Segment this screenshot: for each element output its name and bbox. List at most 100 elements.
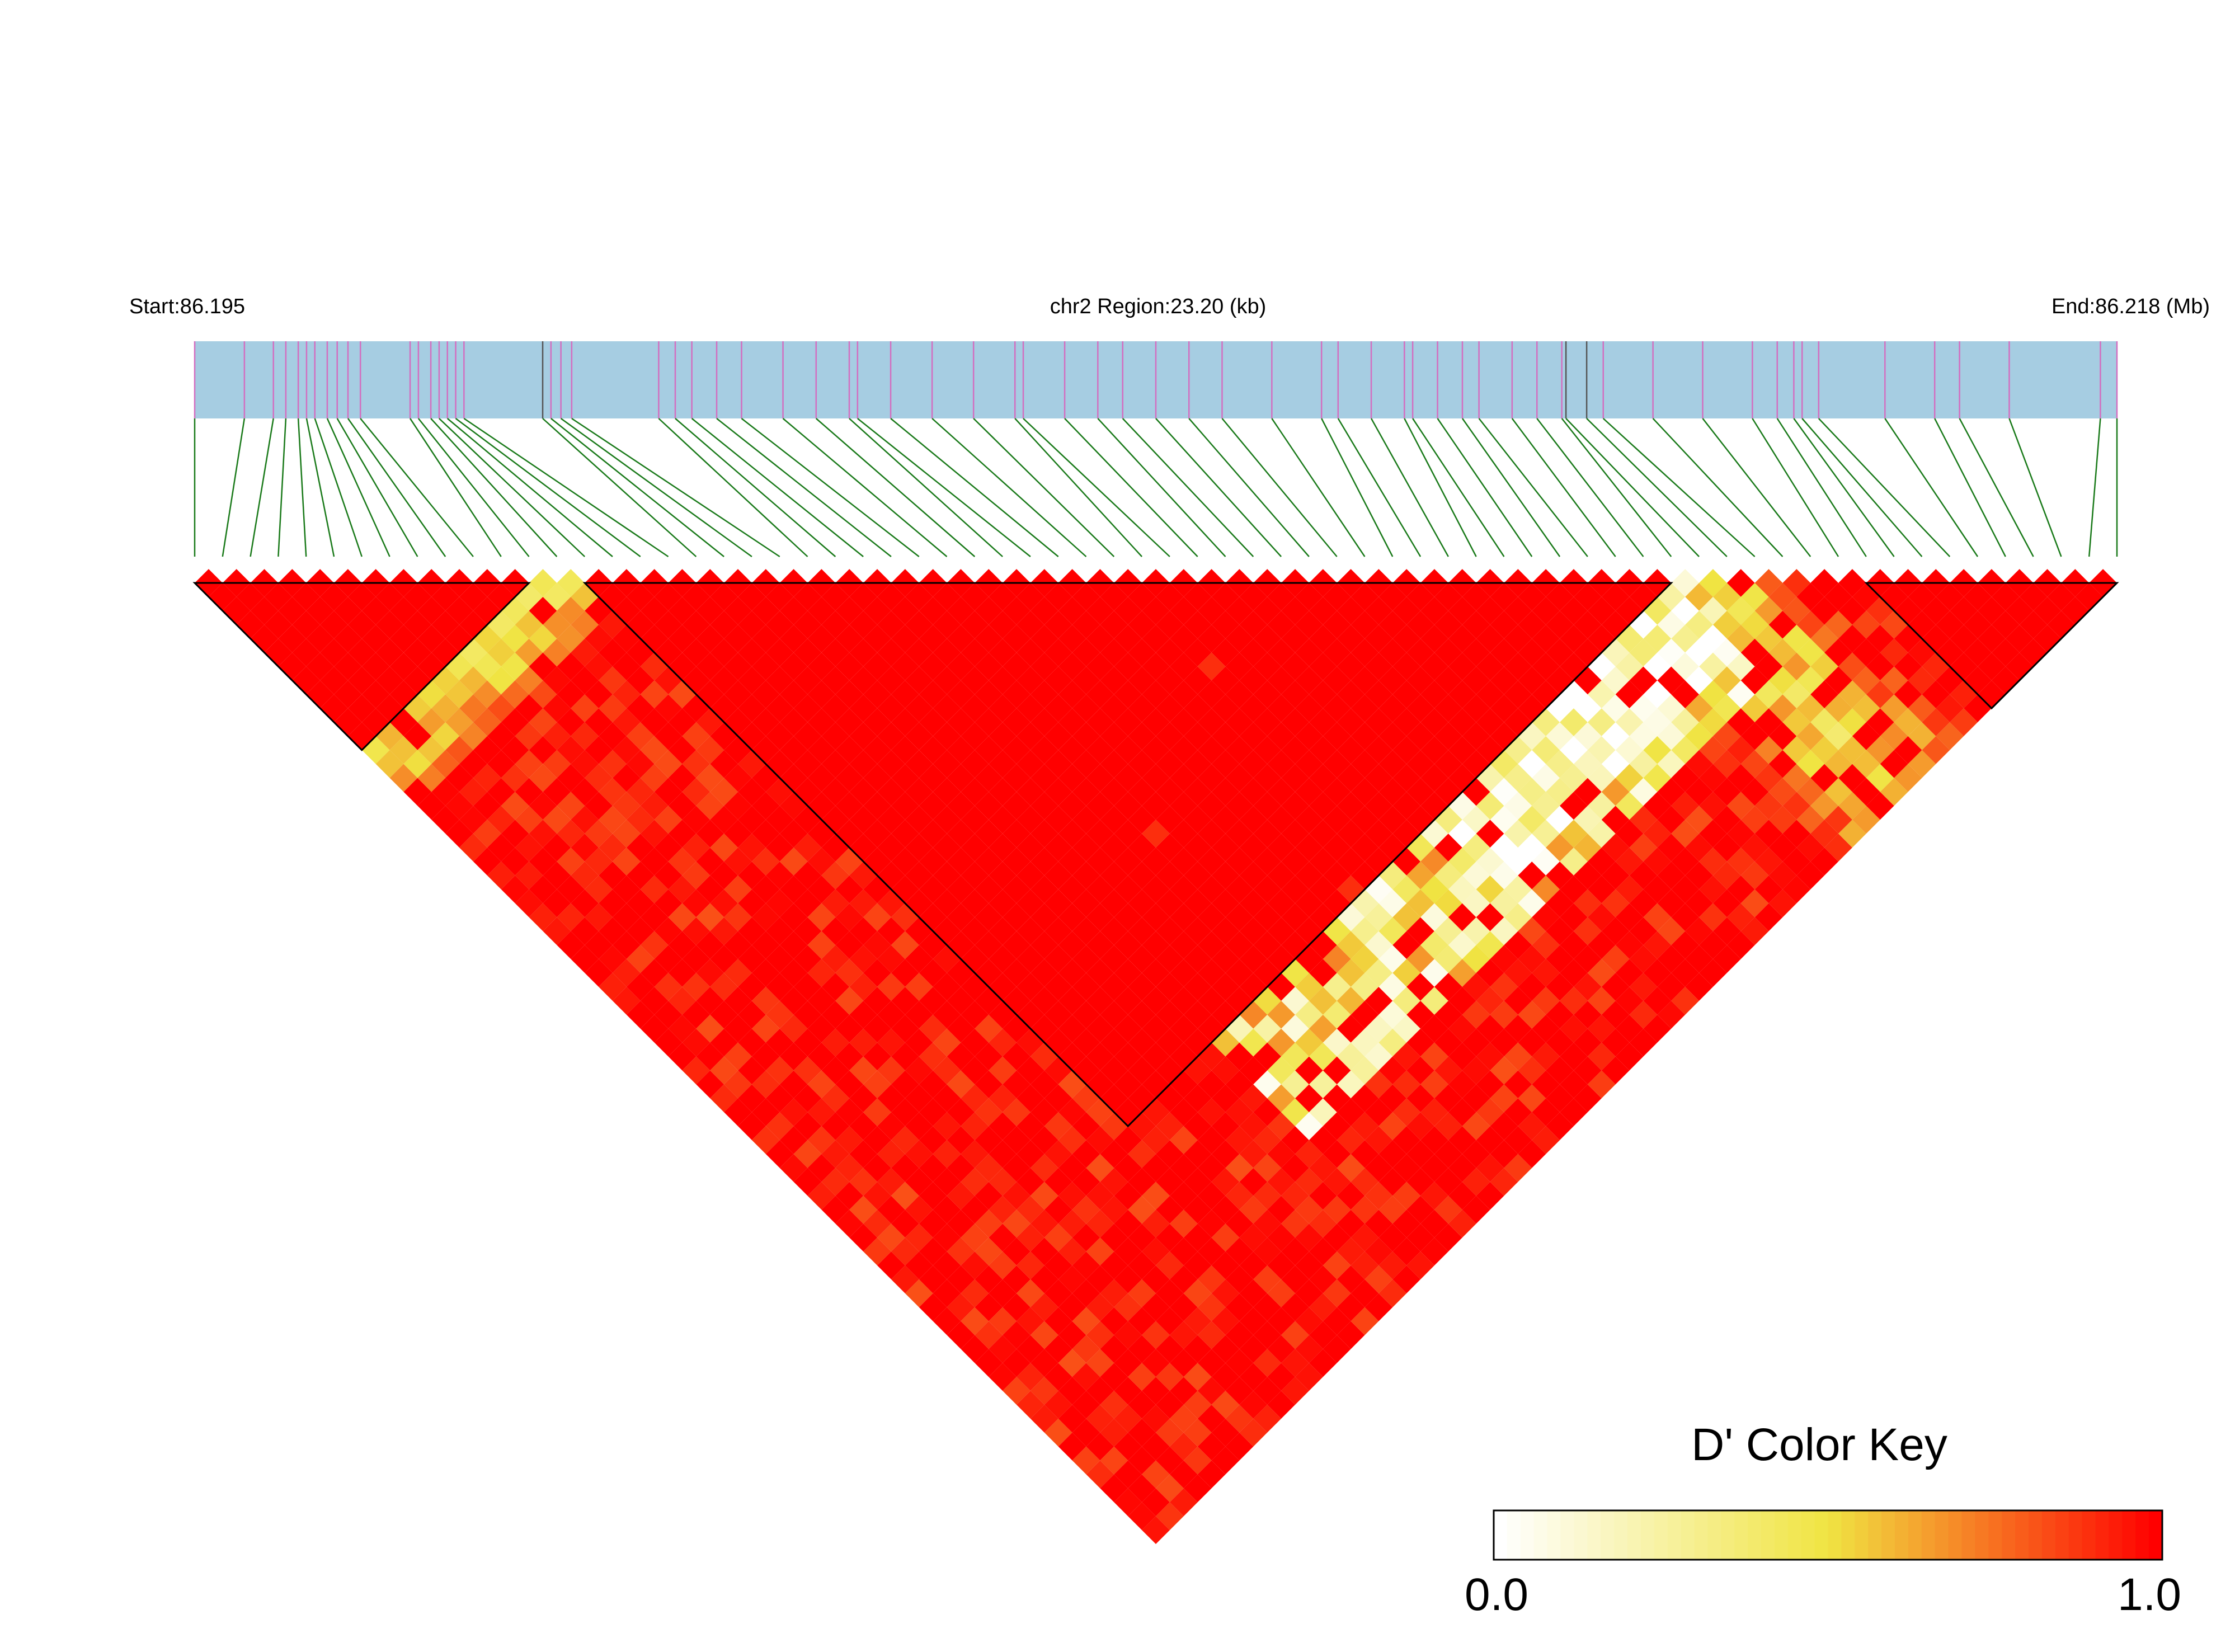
ld-cell (1810, 848, 1839, 876)
ld-cell (961, 778, 989, 806)
ld-cell (1267, 1112, 1295, 1140)
ld-cell (1392, 764, 1421, 792)
color-key-segment (2029, 1510, 2043, 1560)
ld-cell (905, 694, 933, 722)
ld-cell (1128, 1418, 1156, 1447)
ld-cell (1364, 1154, 1393, 1182)
ld-cell (1699, 875, 1727, 903)
ld-cell (1337, 1209, 1365, 1238)
ld-cell (1573, 694, 1602, 722)
ld-cell (1699, 708, 1727, 736)
ld-cell (849, 750, 878, 778)
ld-cell (1462, 973, 1490, 1001)
ld-cell (1420, 764, 1448, 792)
ld-cell (1169, 624, 1198, 653)
ld-cell (975, 820, 1003, 848)
ld-cell (1211, 694, 1240, 722)
ld-cell (821, 1028, 850, 1057)
ld-cell (1086, 1321, 1114, 1349)
ld-cell (1629, 973, 1658, 1001)
ld-cell (1100, 861, 1128, 889)
ld-cell (1086, 1377, 1114, 1405)
ld-cell (1267, 834, 1295, 862)
ld-cell (751, 596, 780, 625)
ld-cell (1267, 1000, 1295, 1029)
ld-cell (891, 652, 919, 681)
ld-cell (1782, 596, 1811, 625)
ld-cell (1267, 610, 1295, 639)
ld-cell (1824, 722, 1852, 750)
ld-cell (1434, 1000, 1462, 1029)
ld-cell (1685, 834, 1713, 862)
ld-cell (1518, 806, 1546, 834)
ld-cell (1643, 736, 1672, 764)
ld-cell (1281, 736, 1309, 764)
ld-cell (1671, 569, 1700, 597)
ld-cell (1086, 1432, 1114, 1461)
ld-cell (1504, 959, 1532, 987)
ld-cell (1183, 861, 1212, 889)
ld-cell (1448, 624, 1476, 653)
ld-cell (1169, 903, 1198, 931)
ld-cell (947, 708, 975, 736)
ld-cell (1003, 1182, 1031, 1210)
ld-cell (1295, 722, 1323, 750)
ld-cell (599, 834, 627, 862)
ld-cell (682, 861, 711, 889)
ld-cell (1392, 987, 1421, 1015)
ld-cell (1504, 652, 1532, 681)
ld-cell (2019, 638, 2048, 667)
ld-cell (821, 610, 850, 639)
ld-cell (1225, 624, 1254, 653)
ld-cell (236, 583, 265, 611)
ld-cell (585, 708, 613, 736)
ld-cell (1030, 764, 1058, 792)
ld-cell (1323, 583, 1351, 611)
ld-cell (1364, 848, 1393, 876)
ld-cell (1629, 917, 1658, 945)
color-key-segment (1814, 1510, 1829, 1560)
ld-cell (724, 624, 752, 653)
ld-cell (1420, 1209, 1448, 1238)
ld-cell (1003, 1126, 1031, 1154)
ld-cell (1309, 1014, 1337, 1043)
ld-cell (1295, 973, 1323, 1001)
ld-cell (1699, 959, 1727, 987)
ld-cell (1434, 694, 1462, 722)
ld-cell (668, 1042, 697, 1071)
ld-cell (891, 1265, 919, 1293)
ld-cell (1378, 889, 1407, 917)
ld-cell (1448, 764, 1476, 792)
ld-cell (933, 806, 961, 834)
ld-cell (1406, 722, 1434, 750)
ld-cell (738, 1028, 766, 1057)
ld-cell (1434, 1112, 1462, 1140)
ld-cell (1518, 750, 1546, 778)
snp-connector-lines (194, 417, 2118, 558)
snp-connector (675, 418, 836, 557)
ld-cell (417, 624, 446, 653)
ld-cell (1351, 1000, 1379, 1029)
ld-cell (1726, 903, 1755, 931)
ld-cell (724, 596, 752, 625)
ld-cell (1030, 848, 1058, 876)
ld-cell (738, 610, 766, 639)
ld-cell (1351, 638, 1379, 667)
ld-cell (1142, 1516, 1170, 1544)
ld-cell (1364, 764, 1393, 792)
ld-cell (1448, 1182, 1476, 1210)
color-key-max-label: 1.0 (2118, 1569, 2181, 1620)
ld-cell (1838, 569, 1866, 597)
ld-cell (431, 722, 460, 750)
ld-cell (1587, 987, 1616, 1015)
ld-cell (947, 652, 975, 681)
ld-cell (1629, 945, 1658, 973)
ld-cell (1768, 806, 1797, 834)
ld-cell (1768, 610, 1797, 639)
snp-connector (360, 418, 474, 557)
ld-cell (1156, 1391, 1184, 1419)
ld-cell (1518, 945, 1546, 973)
ld-cell (1991, 583, 2020, 611)
ld-cell (585, 680, 613, 709)
snp-connector (1478, 418, 1588, 557)
